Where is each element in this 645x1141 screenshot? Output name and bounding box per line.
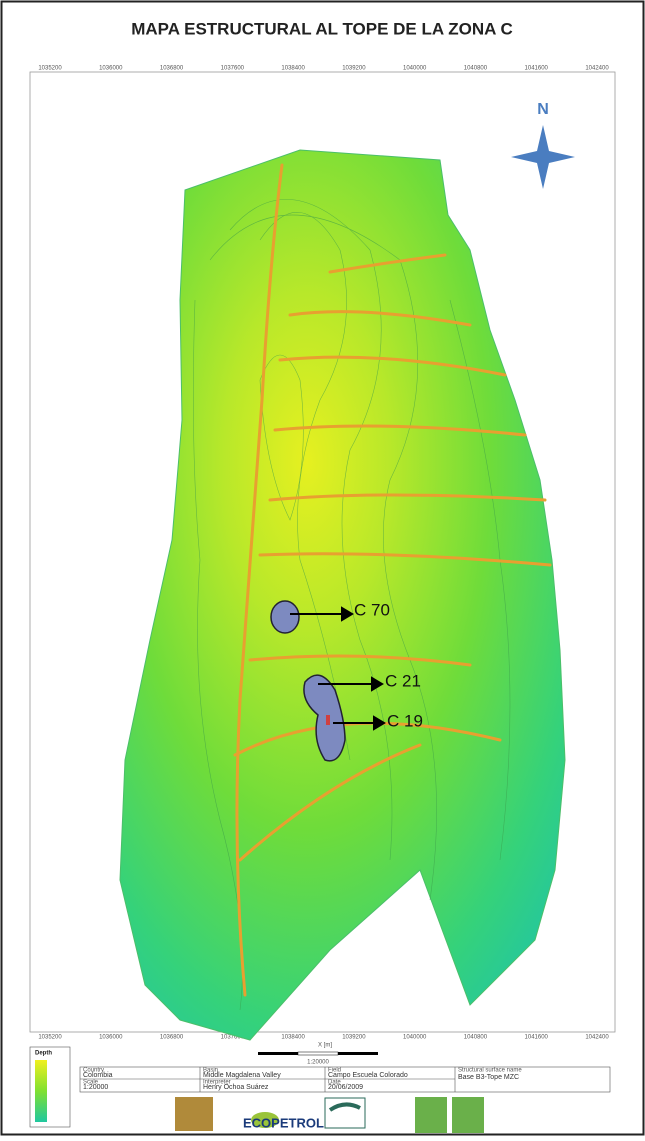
coord-label-bottom: 1039200 — [342, 1035, 366, 1041]
coord-label-bottom: 1035200 — [38, 1035, 62, 1041]
info-key: Structural surface name — [458, 1068, 522, 1074]
coord-label-top: 1040800 — [464, 66, 488, 72]
coord-label-top: 1038400 — [281, 66, 305, 72]
coord-label-bottom: 1042400 — [585, 1035, 609, 1041]
page: MAPA ESTRUCTURAL AL TOPE DE LA ZONA C 10… — [0, 0, 645, 1136]
well-label: C 21 — [385, 671, 421, 690]
info-value: Colombia — [83, 1072, 113, 1079]
coord-label-top: 1042400 — [585, 66, 609, 72]
coord-label-top: 1040000 — [403, 66, 427, 72]
coord-label-top: 1039200 — [342, 66, 366, 72]
map-title: MAPA ESTRUCTURAL AL TOPE DE LA ZONA C — [131, 19, 513, 38]
info-value: 20/06/2009 — [328, 1084, 363, 1091]
coord-label-bottom: 1040800 — [464, 1035, 488, 1041]
scale-bar — [258, 1052, 378, 1055]
coord-label-bottom: 1041600 — [525, 1035, 549, 1041]
axis-label: X [m] — [318, 1043, 332, 1049]
coord-label-top: 1036800 — [160, 66, 184, 72]
coord-label-bottom: 1038400 — [281, 1035, 305, 1041]
info-value: Henry Ochoa Suárez — [203, 1084, 269, 1091]
info-value: Base B3-Tope MZC — [458, 1074, 519, 1081]
coord-label-bottom: 1040000 — [403, 1035, 427, 1041]
coord-label-bottom: 1036800 — [160, 1035, 184, 1041]
info-value: Campo Escuela Colorado — [328, 1072, 408, 1079]
coord-label-top: 1041600 — [525, 66, 549, 72]
coord-label-top: 1035200 — [38, 66, 62, 72]
north-label: N — [537, 101, 549, 118]
coord-label-top: 1036000 — [99, 66, 123, 72]
coord-label-bottom: 1036000 — [99, 1035, 123, 1041]
info-value: 1:20000 — [83, 1084, 108, 1091]
logo-text: ECOPETROL — [243, 1115, 324, 1130]
legend-title: Depth — [35, 1051, 52, 1057]
well-label: C 70 — [354, 600, 390, 619]
info-value: Middle Magdalena Valley — [203, 1072, 281, 1079]
scale-text: 1:20000 — [307, 1060, 329, 1066]
legend-colorbar — [35, 1060, 47, 1122]
well-label: C 19 — [387, 711, 423, 730]
coord-label-top: 1037600 — [221, 66, 245, 72]
